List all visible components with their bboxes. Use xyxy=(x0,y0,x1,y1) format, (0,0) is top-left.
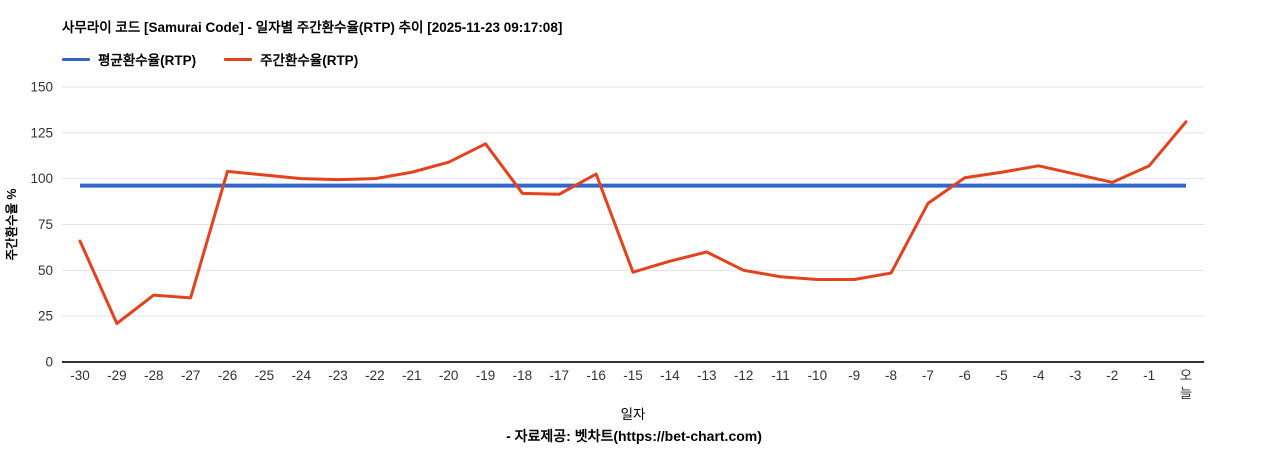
y-tick-label: 0 xyxy=(45,355,53,370)
x-tick-label: -1 xyxy=(1143,368,1155,383)
x-tick-label: -24 xyxy=(291,368,311,383)
y-tick-label: 125 xyxy=(30,125,53,140)
y-tick-label: 75 xyxy=(38,217,53,232)
y-tick-label: 100 xyxy=(30,171,53,186)
x-tick-label: -14 xyxy=(660,368,680,383)
legend-label-weekly: 주간환수율(RTP) xyxy=(260,53,359,68)
x-tick-label: -25 xyxy=(255,368,275,383)
x-axis-title: 일자 xyxy=(621,407,646,422)
x-tick-label: -10 xyxy=(808,368,828,383)
x-tick-label: -27 xyxy=(181,368,201,383)
x-tick-label: -11 xyxy=(771,368,790,383)
legend: 평균환수율(RTP) 주간환수율(RTP) xyxy=(62,49,358,69)
x-tick-label: -6 xyxy=(959,368,971,383)
x-tick-label: -29 xyxy=(107,368,127,383)
x-tick-label: -30 xyxy=(70,368,90,383)
y-tick-label: 50 xyxy=(38,263,53,278)
x-tick-label: -2 xyxy=(1106,368,1118,383)
x-tick-label: -15 xyxy=(623,368,643,383)
y-axis-title: 주간환수율 % xyxy=(4,188,19,260)
x-tick-label: -8 xyxy=(885,368,897,383)
x-tick-label: -13 xyxy=(697,368,717,383)
x-tick-label: -21 xyxy=(402,368,422,383)
weekly-line-swatch-icon xyxy=(224,57,253,61)
x-tick-label: -20 xyxy=(439,368,459,383)
x-tick-label: -19 xyxy=(476,368,496,383)
x-tick-label-today: 오 xyxy=(1180,368,1192,383)
y-tick-label: 150 xyxy=(30,80,53,95)
x-tick-label: -12 xyxy=(734,368,754,383)
x-tick-label: -3 xyxy=(1069,368,1081,383)
x-tick-label: -17 xyxy=(550,368,570,383)
legend-item-average[interactable]: 평균환수율(RTP) xyxy=(62,49,196,69)
x-tick-label: -7 xyxy=(922,368,934,383)
legend-item-weekly[interactable]: 주간환수율(RTP) xyxy=(224,49,358,69)
weekly-line xyxy=(78,120,1188,325)
average-line-swatch-icon xyxy=(62,57,90,61)
x-tick-label: -22 xyxy=(365,368,385,383)
x-tick-label: -16 xyxy=(586,368,606,383)
x-tick-label: -9 xyxy=(848,368,860,383)
x-tick-label-today: 늘 xyxy=(1180,386,1192,401)
x-tick-label: -26 xyxy=(218,368,238,383)
y-tick-label: 25 xyxy=(38,309,53,324)
data-source-note: - 자료제공: 벳차트(https://bet-chart.com) xyxy=(506,428,762,444)
x-tick-label: -5 xyxy=(996,368,1008,383)
x-tick-label: -18 xyxy=(513,368,533,383)
legend-label-average: 평균환수율(RTP) xyxy=(98,53,197,68)
chart-title: 사무라이 코드 [Samurai Code] - 일자별 주간환수율(RTP) … xyxy=(62,20,563,35)
x-tick-label: -4 xyxy=(1033,368,1045,383)
x-tick-label: -28 xyxy=(144,368,164,383)
x-tick-label: -23 xyxy=(328,368,348,383)
